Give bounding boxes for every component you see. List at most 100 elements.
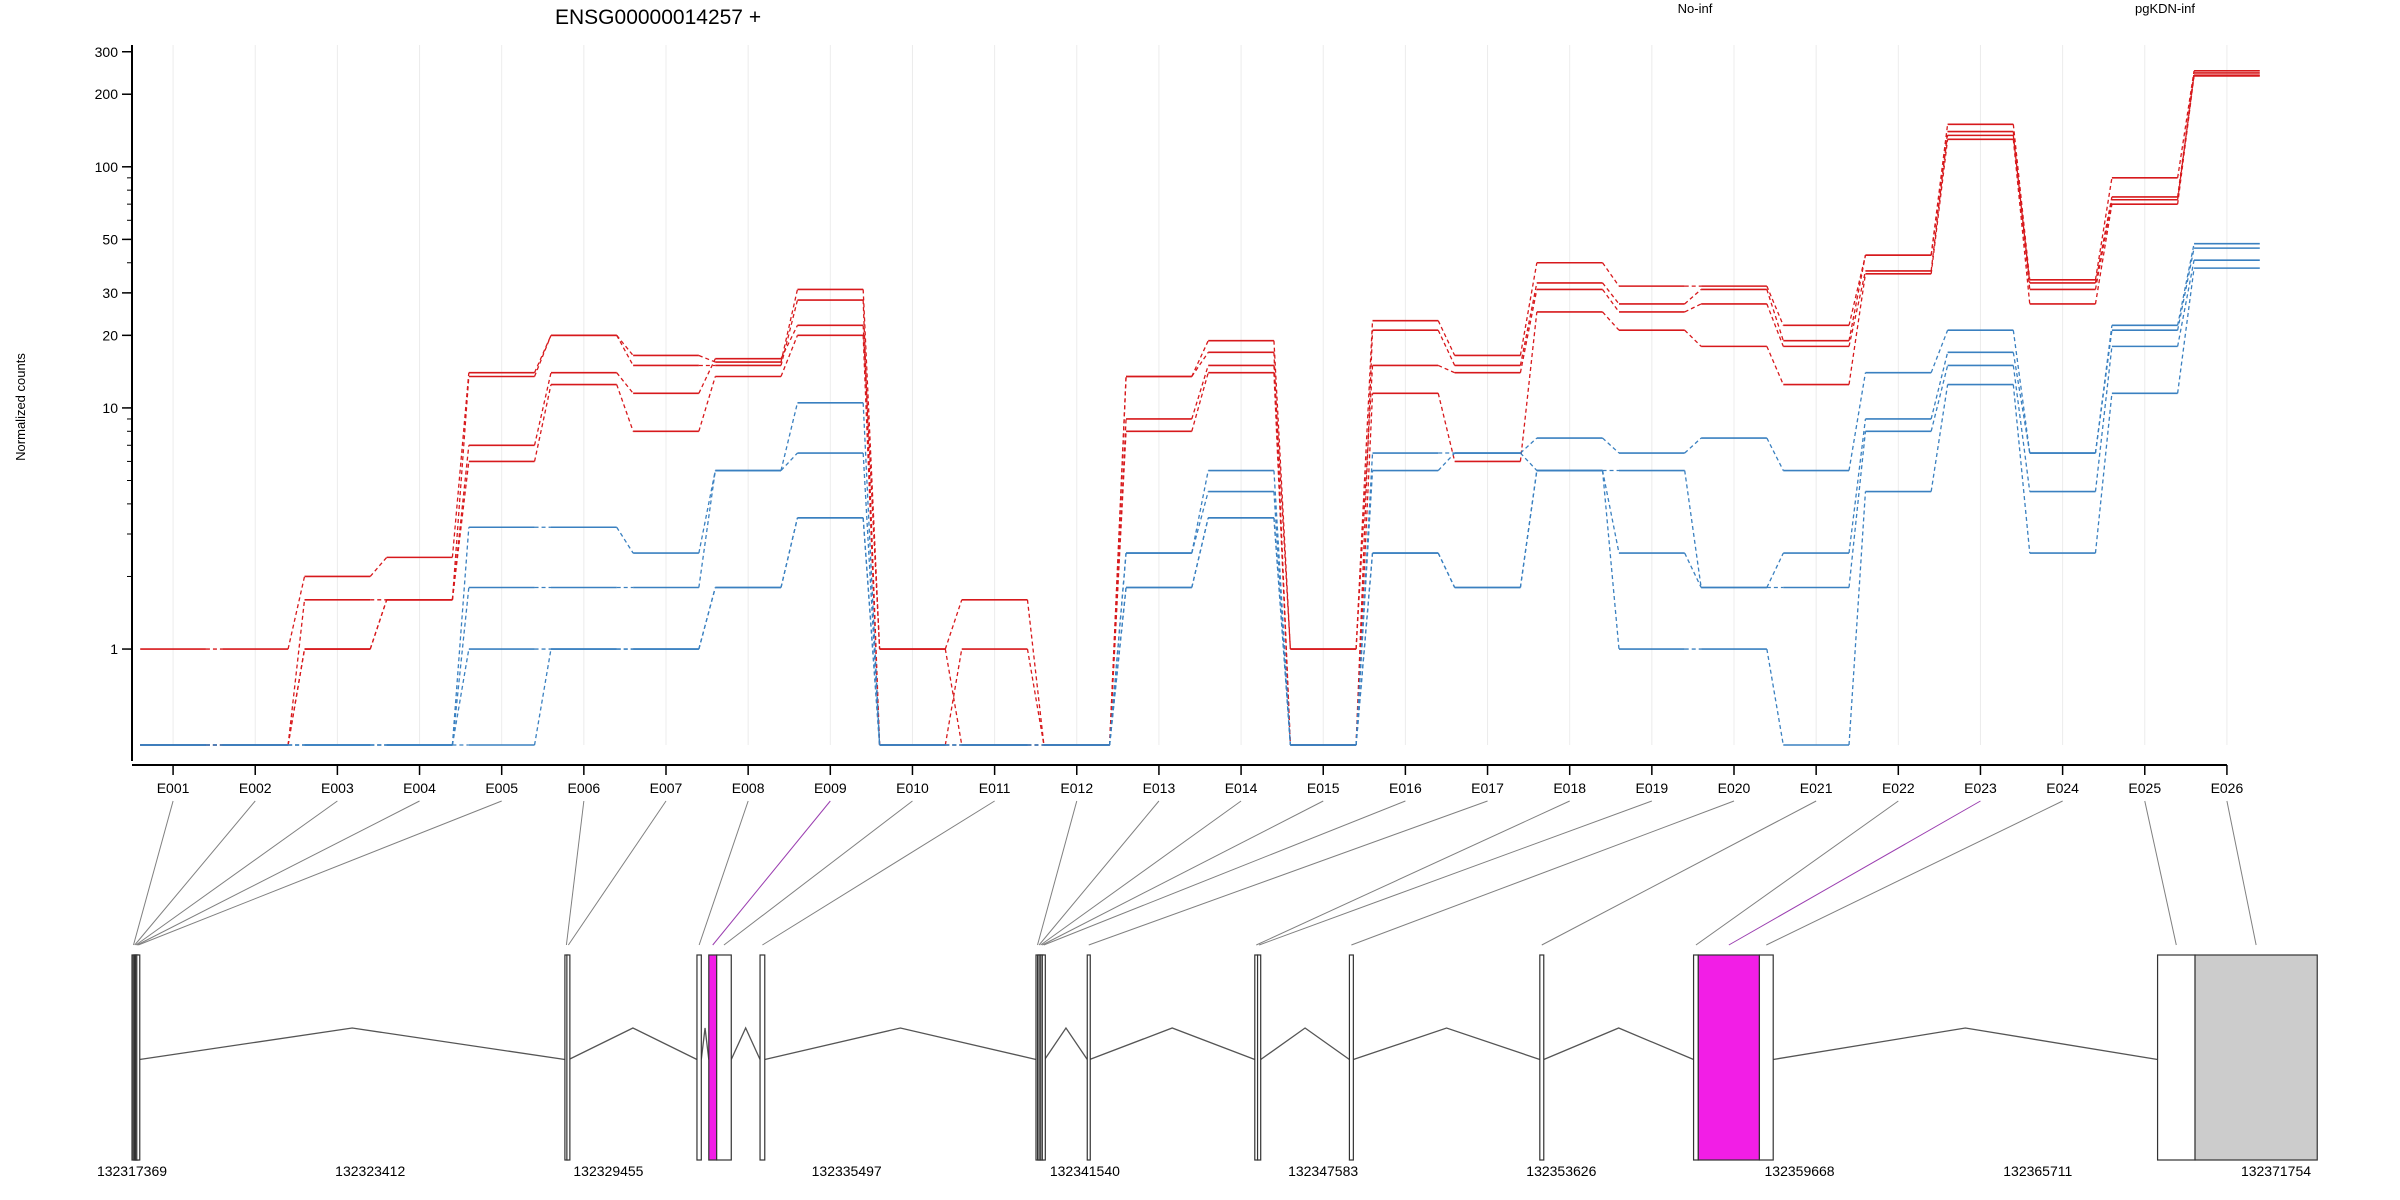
x-tick-label: E012	[1060, 780, 1093, 796]
exon-connector	[1088, 800, 1488, 946]
series-transition	[451, 527, 470, 746]
series-transition	[616, 372, 634, 394]
series-transition	[2012, 352, 2031, 454]
x-tick-label: E017	[1471, 780, 1504, 796]
exon-e017	[1086, 954, 1091, 1161]
series-transition	[698, 587, 716, 650]
x-tick-label: E023	[1964, 780, 1997, 796]
x-tick-label: E019	[1635, 780, 1668, 796]
series-transition	[1026, 648, 1045, 746]
series-transition	[1601, 470, 1620, 650]
series-transition	[451, 372, 470, 558]
series-transition	[1437, 329, 1456, 366]
series-no-inf-sample	[140, 70, 2260, 746]
exon-connector	[1728, 800, 1981, 946]
series-transition	[1191, 470, 1209, 554]
series-transition	[2176, 243, 2195, 326]
intron-line	[764, 1027, 1037, 1061]
series-transition	[698, 470, 716, 588]
genomic-tick-label: 132317369	[97, 1163, 167, 1179]
series-transition	[1848, 431, 1867, 588]
series-transition	[533, 648, 552, 746]
genomic-tick-label: 132359668	[1765, 1163, 1835, 1179]
series-transition	[1684, 437, 1702, 454]
series-transition	[1519, 282, 1538, 366]
series-transition	[1191, 491, 1209, 554]
exon-e016	[1041, 954, 1046, 1161]
series-pgkdn-inf-sample	[140, 247, 2260, 746]
series-transition	[698, 470, 716, 554]
y-tick-label: 50	[102, 231, 118, 247]
series-transition	[1766, 289, 1784, 341]
x-tick-label: E022	[1882, 780, 1915, 796]
series-transition	[1437, 452, 1456, 471]
series-transition	[2094, 204, 2113, 305]
y-tick-label: 200	[95, 86, 119, 102]
series-transition	[451, 648, 470, 746]
x-tick-label: E024	[2046, 780, 2079, 796]
exon-connector	[1766, 800, 2063, 946]
exon-connector	[1541, 800, 1817, 946]
series-transition	[1684, 329, 1702, 347]
series-transition	[1602, 282, 1620, 305]
exon-connector	[567, 800, 667, 946]
series-transition	[533, 384, 552, 462]
series-transition	[451, 376, 470, 600]
intron-line	[1353, 1027, 1541, 1061]
genomic-tick-label: 132341540	[1050, 1163, 1120, 1179]
exon-e024	[1758, 954, 1774, 1161]
exon-e021	[1539, 954, 1545, 1161]
series-transition	[1848, 491, 1867, 746]
series-transition	[1191, 365, 1209, 420]
x-tick-label: E005	[485, 780, 518, 796]
series-transition	[1848, 255, 1867, 341]
x-tick-label: E011	[979, 780, 1011, 796]
series-layer	[140, 70, 2260, 746]
exon-e009	[708, 954, 718, 1161]
series-transition	[1108, 587, 1127, 746]
y-tick-label: 100	[95, 159, 119, 175]
series-transition	[1437, 552, 1456, 588]
series-transition	[1273, 365, 1292, 650]
exon-e026	[2194, 954, 2318, 1161]
series-transition	[2094, 330, 2113, 454]
series-transition	[2094, 177, 2113, 280]
series-transition	[862, 335, 881, 746]
series-transition	[1437, 393, 1456, 462]
intron-line	[139, 1027, 565, 1061]
gene-model	[131, 954, 2318, 1161]
exon-connector	[1258, 800, 1653, 946]
series-transition	[2094, 199, 2113, 290]
exon-e005	[136, 954, 141, 1161]
series-transition	[1602, 289, 1620, 313]
series-transition	[780, 517, 799, 588]
series-transition	[1355, 470, 1374, 746]
series-transition	[944, 648, 963, 746]
exon-connector	[1037, 800, 1078, 946]
series-transition	[780, 452, 798, 471]
series-transition	[1684, 552, 1702, 588]
intron-line	[1543, 1027, 1694, 1061]
series-transition	[1355, 365, 1374, 650]
exon-e011	[759, 954, 766, 1161]
intron-line	[700, 1027, 710, 1060]
exon-connector	[138, 800, 502, 946]
exon-e010	[716, 954, 732, 1161]
series-pgkdn-inf-sample	[140, 267, 2260, 746]
series-transition	[1437, 364, 1455, 374]
series-transition	[1930, 135, 1949, 256]
x-tick-label: E007	[650, 780, 683, 796]
series-transition	[1108, 376, 1127, 746]
series-transition	[1930, 365, 1949, 432]
series-transition	[616, 334, 634, 356]
series-transition	[1273, 372, 1292, 746]
exon-connector	[762, 800, 995, 946]
intron-line	[568, 1027, 698, 1061]
legend-entry-pgkdn-inf: pgKDN-inf	[2135, 1, 2195, 16]
series-transition	[944, 599, 963, 650]
series-transition	[1519, 311, 1538, 462]
series-transition	[1602, 311, 1620, 331]
x-tick-label: E020	[1718, 780, 1751, 796]
series-transition	[1191, 340, 1209, 377]
exon-connector	[135, 800, 338, 946]
